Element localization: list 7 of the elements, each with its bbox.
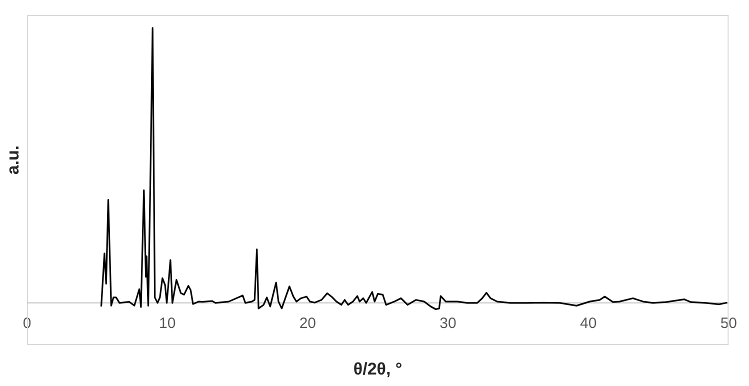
x-tick-label: 30 [440,315,456,332]
x-axis-title: θ/2θ, ° [353,360,402,379]
x-tick-label: 40 [580,315,597,332]
y-axis-title: a.u. [4,145,23,175]
x-tick-label: 10 [158,315,176,332]
x-tick-label: 20 [299,315,316,332]
x-tick-label: 50 [720,315,737,332]
